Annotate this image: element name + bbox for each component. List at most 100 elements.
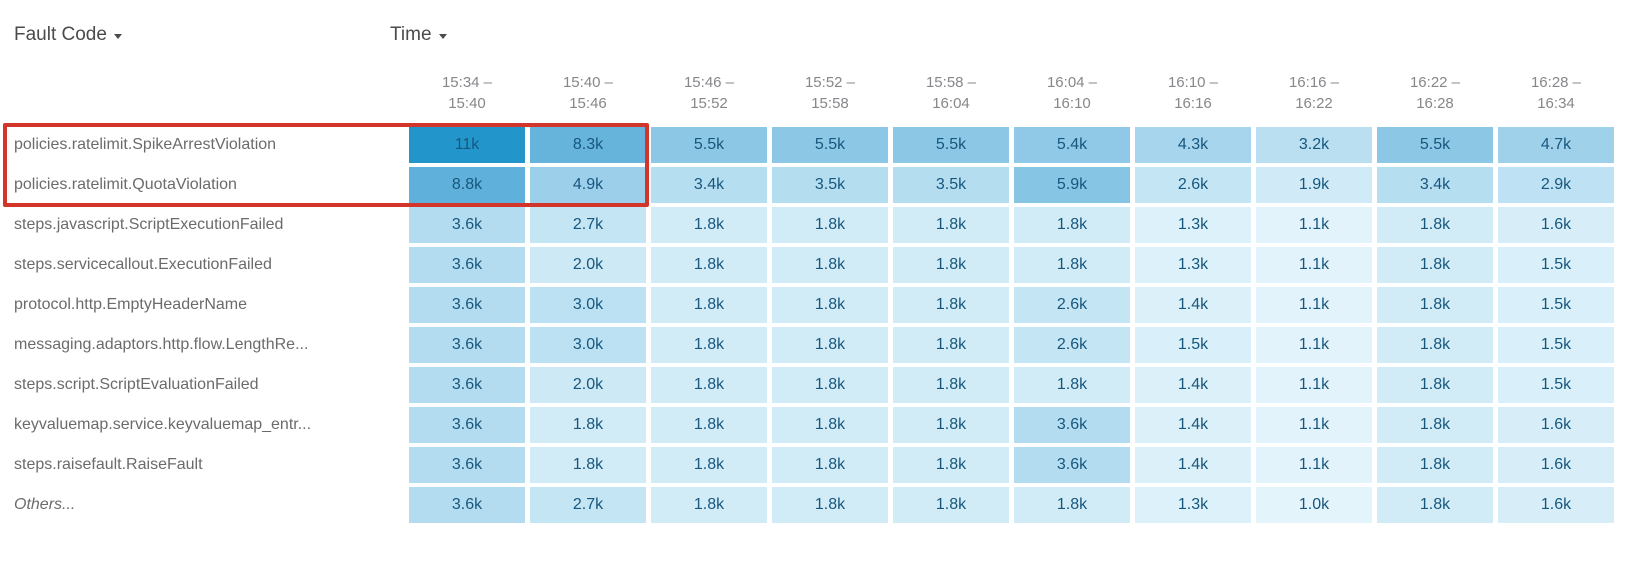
heatmap-cell[interactable]: 1.8k — [772, 287, 888, 323]
heatmap-cell[interactable]: 1.1k — [1256, 287, 1372, 323]
heatmap-cell[interactable]: 1.8k — [772, 247, 888, 283]
heatmap-cell[interactable]: 3.6k — [409, 407, 525, 443]
heatmap-cell[interactable]: 3.0k — [530, 327, 646, 363]
heatmap-cell[interactable]: 3.5k — [893, 167, 1009, 203]
heatmap-cell[interactable]: 1.5k — [1498, 287, 1614, 323]
heatmap-cell[interactable]: 4.3k — [1135, 127, 1251, 163]
heatmap-cell[interactable]: 3.2k — [1256, 127, 1372, 163]
heatmap-cell[interactable]: 2.7k — [530, 207, 646, 243]
heatmap-cell[interactable]: 3.6k — [409, 487, 525, 523]
heatmap-cell[interactable]: 1.8k — [1377, 447, 1493, 483]
heatmap-cell[interactable]: 5.5k — [1377, 127, 1493, 163]
heatmap-cell[interactable]: 1.3k — [1135, 487, 1251, 523]
heatmap-cell[interactable]: 1.6k — [1498, 487, 1614, 523]
heatmap-cell[interactable]: 1.8k — [1377, 207, 1493, 243]
heatmap-cell[interactable]: 1.8k — [1377, 367, 1493, 403]
heatmap-cell[interactable]: 1.8k — [772, 447, 888, 483]
heatmap-cell[interactable]: 1.8k — [1377, 327, 1493, 363]
heatmap-cell[interactable]: 4.7k — [1498, 127, 1614, 163]
heatmap-cell[interactable]: 1.8k — [1377, 287, 1493, 323]
heatmap-cell[interactable]: 1.8k — [1014, 367, 1130, 403]
heatmap-cell[interactable]: 8.8k — [409, 167, 525, 203]
heatmap-cell[interactable]: 3.4k — [651, 167, 767, 203]
heatmap-cell[interactable]: 1.1k — [1256, 247, 1372, 283]
heatmap-cell[interactable]: 4.9k — [530, 167, 646, 203]
heatmap-cell[interactable]: 1.8k — [651, 327, 767, 363]
heatmap-cell[interactable]: 1.8k — [893, 487, 1009, 523]
heatmap-cell[interactable]: 1.8k — [893, 367, 1009, 403]
heatmap-cell[interactable]: 1.6k — [1498, 407, 1614, 443]
fault-code-dropdown[interactable]: Fault Code — [14, 24, 122, 46]
heatmap-cell[interactable]: 3.6k — [409, 327, 525, 363]
heatmap-cell[interactable]: 1.8k — [772, 367, 888, 403]
heatmap-cell[interactable]: 1.8k — [772, 207, 888, 243]
heatmap-cell[interactable]: 1.5k — [1498, 327, 1614, 363]
heatmap-cell[interactable]: 1.1k — [1256, 207, 1372, 243]
heatmap-cell[interactable]: 1.8k — [772, 487, 888, 523]
heatmap-cell[interactable]: 1.1k — [1256, 327, 1372, 363]
heatmap-cell[interactable]: 1.8k — [893, 327, 1009, 363]
heatmap-cell[interactable]: 1.3k — [1135, 247, 1251, 283]
heatmap-cell[interactable]: 1.8k — [1014, 207, 1130, 243]
heatmap-cell[interactable]: 3.6k — [409, 207, 525, 243]
heatmap-cell[interactable]: 1.8k — [651, 407, 767, 443]
heatmap-cell[interactable]: 1.8k — [651, 367, 767, 403]
heatmap-cell[interactable]: 1.4k — [1135, 447, 1251, 483]
heatmap-cell[interactable]: 1.8k — [530, 447, 646, 483]
heatmap-cell[interactable]: 3.4k — [1377, 167, 1493, 203]
heatmap-cell[interactable]: 1.4k — [1135, 287, 1251, 323]
heatmap-cell[interactable]: 1.5k — [1135, 327, 1251, 363]
heatmap-cell[interactable]: 1.0k — [1256, 487, 1372, 523]
heatmap-cell[interactable]: 1.8k — [1014, 247, 1130, 283]
heatmap-cell[interactable]: 1.5k — [1498, 367, 1614, 403]
heatmap-cell[interactable]: 11k — [409, 127, 525, 163]
heatmap-cell[interactable]: 1.6k — [1498, 447, 1614, 483]
heatmap-cell[interactable]: 1.8k — [772, 327, 888, 363]
heatmap-cell[interactable]: 1.1k — [1256, 367, 1372, 403]
heatmap-cell[interactable]: 1.8k — [651, 247, 767, 283]
heatmap-cell[interactable]: 5.4k — [1014, 127, 1130, 163]
heatmap-cell[interactable]: 1.8k — [1377, 407, 1493, 443]
heatmap-cell[interactable]: 1.9k — [1256, 167, 1372, 203]
heatmap-cell[interactable]: 1.4k — [1135, 367, 1251, 403]
heatmap-cell[interactable]: 1.8k — [893, 447, 1009, 483]
heatmap-cell[interactable]: 1.8k — [893, 407, 1009, 443]
heatmap-cell[interactable]: 2.6k — [1135, 167, 1251, 203]
heatmap-cell[interactable]: 3.5k — [772, 167, 888, 203]
heatmap-cell[interactable]: 5.5k — [651, 127, 767, 163]
heatmap-cell[interactable]: 2.0k — [530, 247, 646, 283]
time-dropdown[interactable]: Time — [390, 24, 447, 46]
heatmap-cell[interactable]: 1.8k — [651, 487, 767, 523]
heatmap-cell[interactable]: 1.5k — [1498, 247, 1614, 283]
heatmap-cell[interactable]: 1.3k — [1135, 207, 1251, 243]
heatmap-cell[interactable]: 1.8k — [651, 207, 767, 243]
heatmap-cell[interactable]: 1.4k — [1135, 407, 1251, 443]
heatmap-cell[interactable]: 8.3k — [530, 127, 646, 163]
heatmap-cell[interactable]: 3.6k — [1014, 407, 1130, 443]
heatmap-cell[interactable]: 2.9k — [1498, 167, 1614, 203]
heatmap-cell[interactable]: 1.8k — [1377, 487, 1493, 523]
heatmap-cell[interactable]: 1.8k — [893, 247, 1009, 283]
heatmap-cell[interactable]: 1.6k — [1498, 207, 1614, 243]
heatmap-cell[interactable]: 3.6k — [409, 247, 525, 283]
heatmap-cell[interactable]: 1.8k — [651, 287, 767, 323]
heatmap-cell[interactable]: 5.9k — [1014, 167, 1130, 203]
heatmap-cell[interactable]: 2.0k — [530, 367, 646, 403]
heatmap-cell[interactable]: 5.5k — [893, 127, 1009, 163]
heatmap-cell[interactable]: 1.8k — [530, 407, 646, 443]
heatmap-cell[interactable]: 5.5k — [772, 127, 888, 163]
heatmap-cell[interactable]: 3.0k — [530, 287, 646, 323]
heatmap-cell[interactable]: 1.8k — [651, 447, 767, 483]
heatmap-cell[interactable]: 1.8k — [893, 287, 1009, 323]
heatmap-cell[interactable]: 1.8k — [1377, 247, 1493, 283]
heatmap-cell[interactable]: 2.6k — [1014, 287, 1130, 323]
heatmap-cell[interactable]: 1.8k — [893, 207, 1009, 243]
heatmap-cell[interactable]: 2.7k — [530, 487, 646, 523]
heatmap-cell[interactable]: 1.1k — [1256, 447, 1372, 483]
heatmap-cell[interactable]: 1.1k — [1256, 407, 1372, 443]
heatmap-cell[interactable]: 3.6k — [409, 287, 525, 323]
heatmap-cell[interactable]: 3.6k — [1014, 447, 1130, 483]
heatmap-cell[interactable]: 1.8k — [772, 407, 888, 443]
heatmap-cell[interactable]: 3.6k — [409, 367, 525, 403]
heatmap-cell[interactable]: 1.8k — [1014, 487, 1130, 523]
